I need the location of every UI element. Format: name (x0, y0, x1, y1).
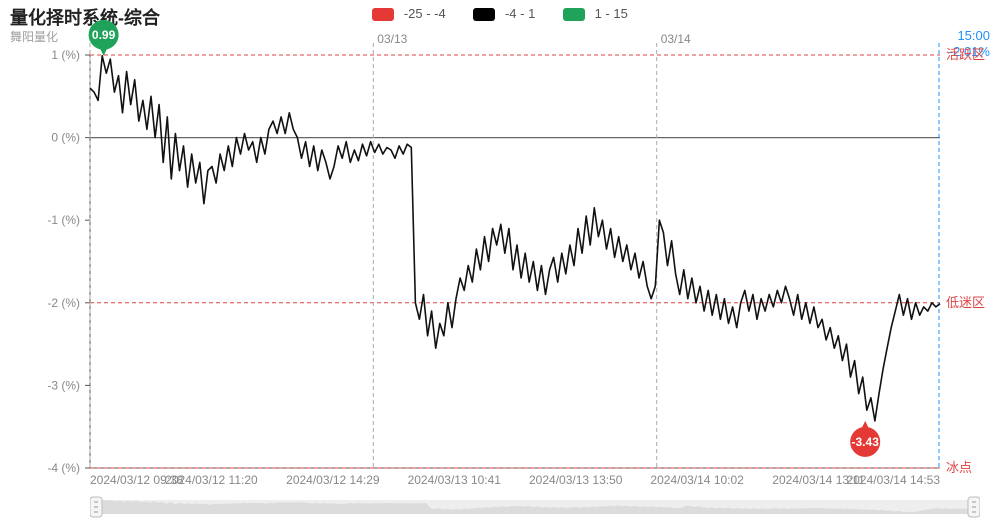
svg-text:0 (%): 0 (%) (51, 131, 80, 145)
range-handle-left[interactable] (90, 497, 102, 517)
svg-text:2024/03/12 14:29: 2024/03/12 14:29 (286, 473, 380, 487)
svg-text:-4 (%): -4 (%) (47, 461, 80, 475)
svg-text:1 (%): 1 (%) (51, 48, 80, 62)
svg-text:-1 (%): -1 (%) (47, 213, 80, 227)
range-slider[interactable] (90, 492, 980, 522)
svg-text:2024/03/14 10:02: 2024/03/14 10:02 (650, 473, 744, 487)
svg-text:03/13: 03/13 (377, 32, 407, 46)
range-slider-svg (90, 492, 980, 522)
svg-text:2024/03/12 11:20: 2024/03/12 11:20 (165, 473, 258, 487)
svg-text:03/14: 03/14 (661, 32, 691, 46)
svg-text:-2 (%): -2 (%) (47, 296, 80, 310)
svg-text:2024/03/13 13:50: 2024/03/13 13:50 (529, 473, 623, 487)
svg-text:2024/03/13 10:41: 2024/03/13 10:41 (408, 473, 502, 487)
chart-container: 量化择时系统-综合 舞阳量化 -25 - -4 -4 - 1 1 - 15 15… (0, 0, 1000, 528)
svg-text:0.99: 0.99 (92, 28, 116, 42)
svg-text:-3.43: -3.43 (852, 435, 880, 449)
svg-text:活跃区: 活跃区 (946, 47, 985, 62)
svg-text:-3 (%): -3 (%) (47, 378, 80, 392)
range-handle-right[interactable] (968, 497, 980, 517)
svg-text:冰点: 冰点 (946, 460, 972, 475)
svg-text:2024/03/14 14:53: 2024/03/14 14:53 (847, 473, 941, 487)
svg-text:低迷区: 低迷区 (946, 295, 985, 310)
chart-svg: 1 (%) 0 (%) -1 (%) -2 (%) -3 (%) -4 (%) 活跃区低迷区… (0, 0, 1000, 528)
